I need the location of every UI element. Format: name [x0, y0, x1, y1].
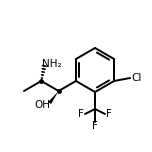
- Text: F: F: [106, 109, 112, 119]
- Text: NH₂: NH₂: [43, 59, 62, 69]
- Text: OH: OH: [35, 100, 51, 110]
- Text: F: F: [92, 121, 98, 131]
- Text: F: F: [78, 109, 84, 119]
- Text: Cl: Cl: [132, 73, 142, 83]
- Polygon shape: [48, 91, 59, 104]
